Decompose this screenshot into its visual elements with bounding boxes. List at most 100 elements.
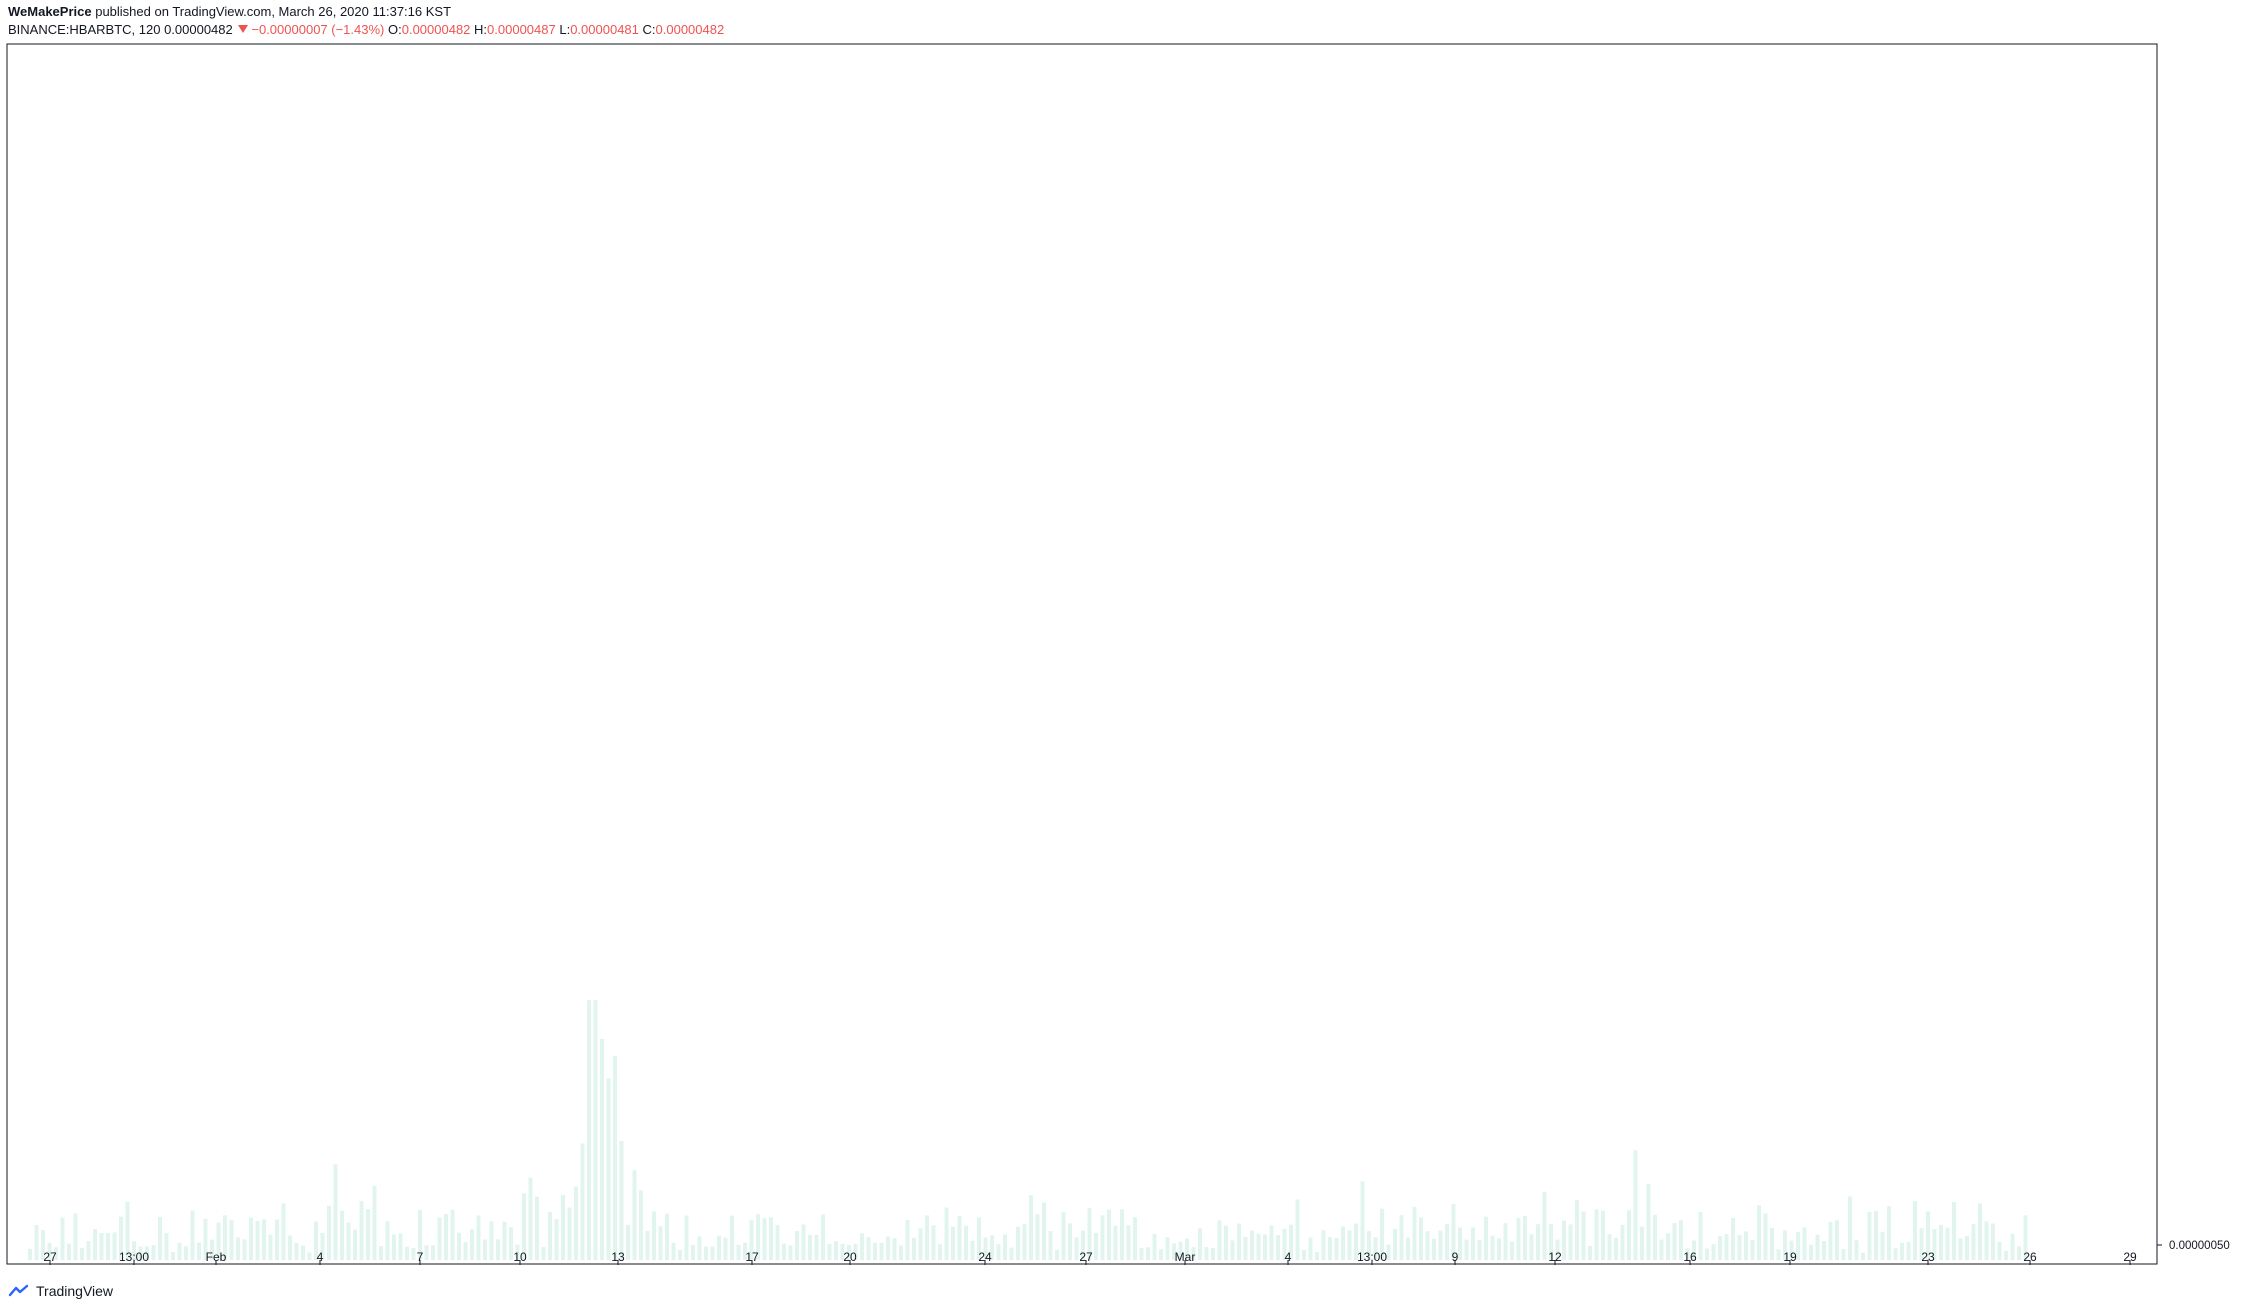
volume-bar [1991, 1223, 1995, 1260]
volume-bar [866, 1237, 871, 1260]
volume-bar [834, 1241, 838, 1260]
low-value: 0.00000481 [570, 22, 639, 37]
time-tick-label: Feb [206, 1250, 227, 1264]
volume-bar [574, 1186, 578, 1260]
volume-bar [1367, 1231, 1371, 1260]
volume-bar [1971, 1224, 1976, 1260]
volume-bar [1724, 1234, 1729, 1260]
volume-bar [1458, 1227, 1462, 1260]
volume-bar [1087, 1207, 1092, 1260]
volume-bar [827, 1244, 832, 1260]
volume-bar [1861, 1252, 1865, 1260]
volume-bar [873, 1242, 877, 1260]
volume-bar [1568, 1224, 1573, 1260]
volume-bar [1172, 1243, 1176, 1260]
volume-bar [639, 1190, 643, 1260]
volume-bar [1113, 1225, 1118, 1260]
volume-bar [437, 1217, 442, 1260]
volume-bar [1575, 1199, 1579, 1260]
volume-bar [138, 1246, 143, 1260]
volume-bar [223, 1215, 227, 1260]
volume-bar [1867, 1211, 1872, 1260]
volume-bar [1900, 1242, 1904, 1260]
volume-bar [1289, 1224, 1293, 1260]
volume-bar [1393, 1228, 1397, 1260]
time-axis[interactable]: 27 13:00 Feb 4 7 10 13 17 20 24 27 Mar 4 13:00 9 12 16 19… [43, 1250, 2137, 1265]
volume-bar [1146, 1247, 1150, 1260]
volume-bar [1347, 1230, 1352, 1260]
volume-bar [769, 1217, 773, 1260]
volume-bar [411, 1248, 416, 1260]
volume-bar [1425, 1231, 1430, 1260]
volume-bar [671, 1242, 676, 1260]
volume-bar [1763, 1213, 1768, 1260]
volume-bar [502, 1221, 507, 1260]
volume-bar [1471, 1227, 1475, 1260]
volume-bar [1451, 1204, 1456, 1260]
volume-bar [158, 1216, 162, 1260]
high-value: 0.00000487 [487, 22, 556, 37]
volume-bar [1627, 1210, 1631, 1260]
volume-bar [1250, 1230, 1254, 1260]
low-label: L: [559, 22, 571, 37]
volume-bar [1133, 1217, 1137, 1260]
volume-bar [808, 1235, 812, 1260]
volume-bar [1269, 1225, 1274, 1260]
volume-bar [535, 1196, 539, 1260]
volume-bar [1139, 1247, 1144, 1260]
volume-bar [1035, 1214, 1040, 1260]
volume-bar [1211, 1248, 1215, 1260]
price-chart[interactable]: 0.000009500.000009000.000008500.00000800… [0, 0, 2241, 1280]
volume-bar [1770, 1228, 1774, 1260]
volume-bar [1646, 1183, 1651, 1260]
volume-bar [1243, 1236, 1248, 1260]
volume-bar [723, 1237, 728, 1260]
price-axis[interactable]: 0.000009500.000009000.000008500.00000800… [2157, 0, 2241, 1252]
volume-bar [1854, 1240, 1859, 1260]
time-tick-label: 27 [1079, 1250, 1093, 1264]
time-tick-label: 27 [43, 1250, 57, 1264]
volume-bar [457, 1232, 461, 1260]
volume-bar [1120, 1209, 1124, 1260]
volume-bar [1874, 1211, 1878, 1260]
time-tick-label: 26 [2023, 1250, 2037, 1264]
volume-bar [470, 1229, 474, 1260]
time-tick-label: 4 [1285, 1250, 1292, 1264]
chart-pane[interactable] [6, 43, 2158, 1265]
volume-bar [1581, 1211, 1586, 1260]
volume-bar [1945, 1227, 1950, 1260]
volume-bar [249, 1217, 253, 1260]
volume-bar [1659, 1239, 1664, 1260]
volume-bar [132, 1241, 136, 1260]
time-tick-label: 20 [843, 1250, 857, 1264]
volume-bar [1022, 1224, 1027, 1260]
volume-bar [1588, 1245, 1592, 1260]
volume-bar [782, 1243, 786, 1260]
volume-bar [626, 1224, 630, 1260]
volume-bar [60, 1217, 65, 1260]
volume-bar [496, 1239, 500, 1260]
volume-bar [1516, 1217, 1521, 1260]
volume-bar [431, 1245, 435, 1260]
volume-bar [1126, 1225, 1131, 1260]
volume-bar [314, 1221, 318, 1260]
volume-bar [756, 1214, 760, 1260]
volume-bar [1354, 1223, 1358, 1260]
volume-bar [47, 1242, 52, 1260]
volume-bar [1165, 1237, 1170, 1260]
volume-bar [1256, 1233, 1261, 1260]
volume-bar [1178, 1241, 1183, 1260]
open-value: 0.00000482 [401, 22, 471, 37]
volume-bar [1633, 1150, 1638, 1260]
volume-bar [483, 1239, 487, 1260]
volume-bar [1880, 1231, 1885, 1260]
volume-bar [1978, 1203, 1982, 1260]
tradingview-brand[interactable]: TradingView [36, 1283, 114, 1299]
volume-bar [710, 1246, 715, 1260]
time-tick-label: 13:00 [119, 1250, 149, 1264]
volume-bar [346, 1222, 351, 1260]
volume-bar [307, 1252, 312, 1260]
author-name[interactable]: WeMakePrice [8, 4, 92, 19]
volume-bar [1906, 1241, 1911, 1260]
volume-bar [1997, 1241, 2002, 1260]
